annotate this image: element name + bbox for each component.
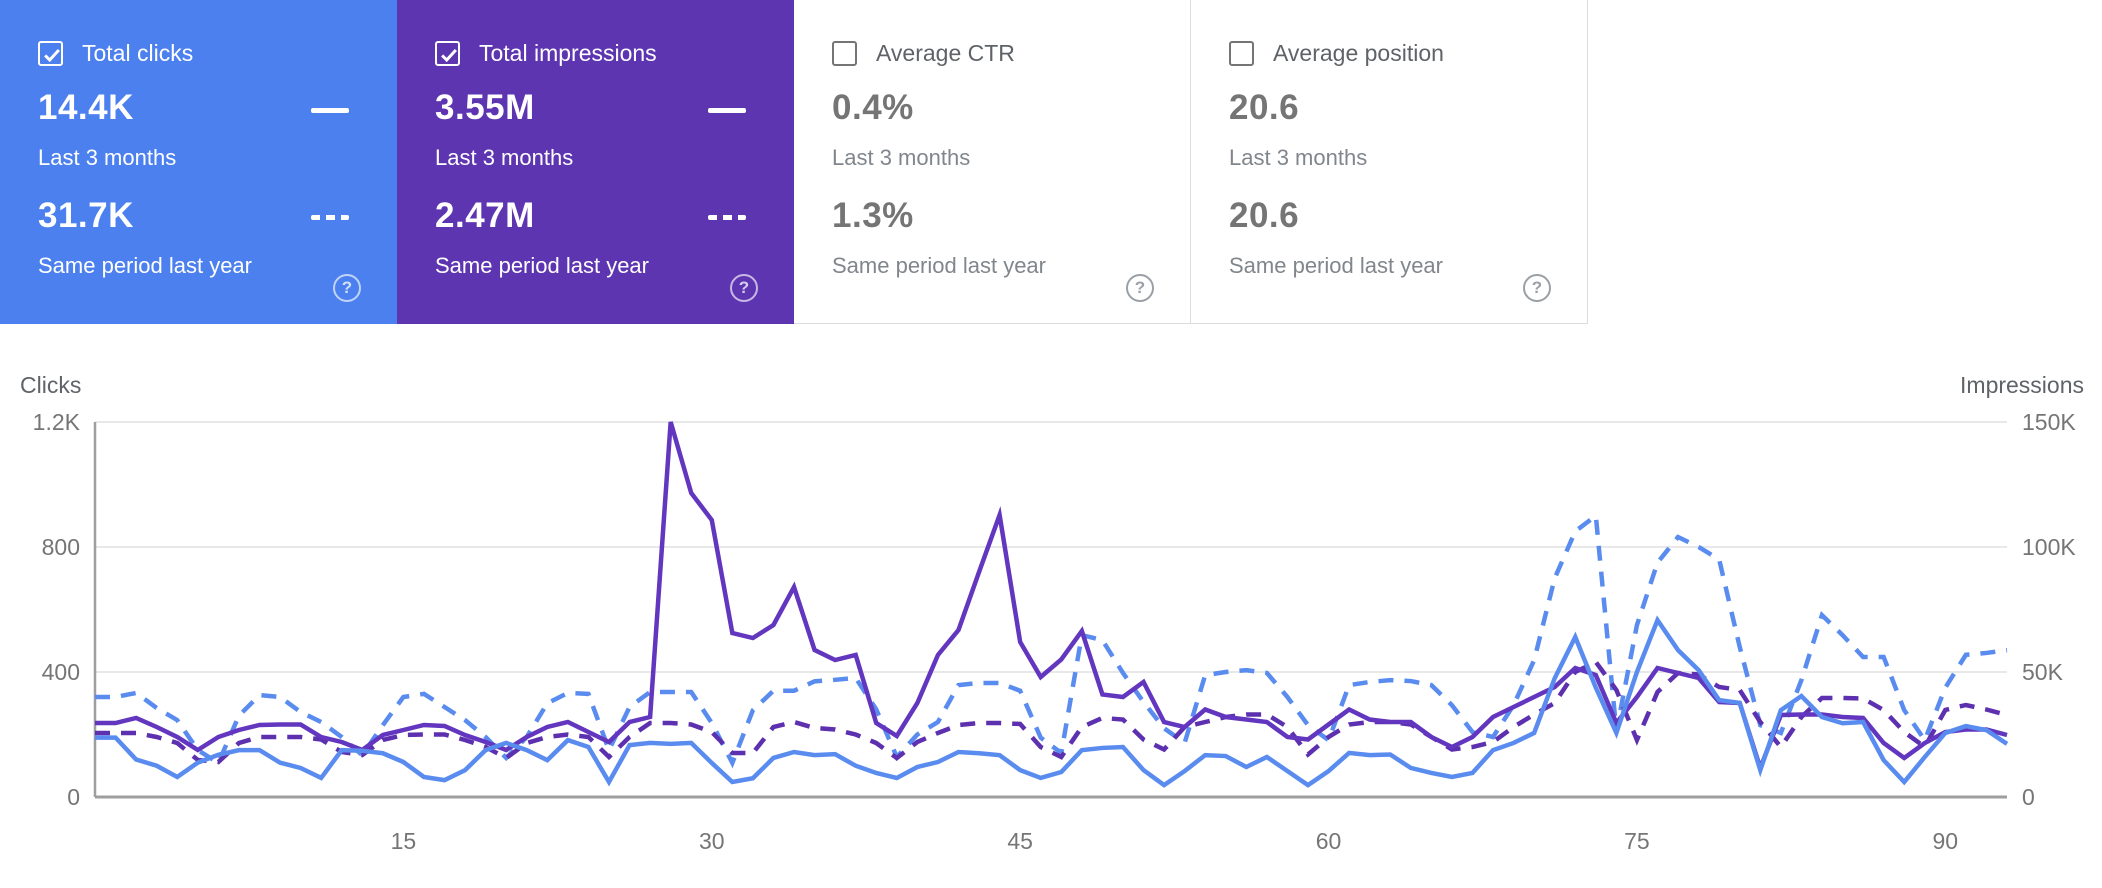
card-total-impressions[interactable]: Total impressions 3.55M Last 3 months 2.… (397, 0, 794, 324)
svg-text:45: 45 (1007, 828, 1033, 854)
metric-cards-row: Total clicks 14.4K Last 3 months 31.7K S… (0, 0, 1588, 324)
svg-text:75: 75 (1624, 828, 1650, 854)
series-solid-impressions (95, 421, 2008, 775)
period-label: Last 3 months (38, 145, 177, 170)
clicks-current-value: 14.4K (38, 88, 134, 127)
performance-line-chart: 1.2K 800 400 0 150K 100K 50K 0 15 30 45 60 75 90 (33, 409, 2077, 854)
solid-line-key (311, 108, 349, 113)
ctr-current-value: 0.4% (832, 88, 914, 127)
card-label: Total impressions (479, 40, 657, 66)
checkbox-total-clicks[interactable] (38, 41, 63, 66)
card-header: Total impressions (435, 40, 657, 67)
svg-text:15: 15 (391, 828, 417, 854)
svg-text:0: 0 (2022, 784, 2035, 810)
dashed-line-key (311, 215, 349, 220)
svg-text:1.2K: 1.2K (33, 409, 81, 435)
series-solid-clicks (95, 615, 2009, 788)
svg-text:60: 60 (1316, 828, 1342, 854)
card-header: Total clicks (38, 40, 193, 67)
period-label: Same period last year (38, 253, 252, 278)
ctr-previous-value: 1.3% (832, 196, 914, 235)
position-previous-value: 20.6 (1229, 196, 1300, 235)
series-dashed-clicks (95, 511, 2008, 769)
series-dashed-impressions (95, 659, 2008, 765)
impressions-current-value: 3.55M (435, 88, 535, 127)
help-icon[interactable]: ? (333, 274, 361, 302)
card-header: Average CTR (832, 40, 1015, 67)
period-label: Same period last year (1229, 253, 1443, 278)
right-axis-title: Impressions (1960, 372, 2084, 398)
checkbox-total-impressions[interactable] (435, 41, 460, 66)
period-label: Same period last year (832, 253, 1046, 278)
svg-text:50K: 50K (2022, 659, 2064, 685)
help-icon[interactable]: ? (1126, 274, 1154, 302)
period-label: Last 3 months (435, 145, 574, 170)
checkbox-average-position[interactable] (1229, 41, 1254, 66)
svg-text:90: 90 (1933, 828, 1959, 854)
card-total-clicks[interactable]: Total clicks 14.4K Last 3 months 31.7K S… (0, 0, 397, 324)
card-average-position[interactable]: Average position 20.6 Last 3 months 20.6… (1191, 0, 1588, 324)
svg-text:100K: 100K (2022, 534, 2076, 560)
svg-text:150K: 150K (2022, 409, 2076, 435)
position-current-value: 20.6 (1229, 88, 1300, 127)
card-label: Total clicks (82, 40, 194, 66)
card-label: Average position (1273, 40, 1444, 66)
help-icon[interactable]: ? (730, 274, 758, 302)
svg-text:30: 30 (699, 828, 725, 854)
svg-text:800: 800 (42, 534, 80, 560)
dashed-line-key (708, 215, 746, 220)
clicks-previous-value: 31.7K (38, 196, 134, 235)
period-label: Last 3 months (832, 145, 971, 170)
help-icon[interactable]: ? (1523, 274, 1551, 302)
card-average-ctr[interactable]: Average CTR 0.4% Last 3 months 1.3% Same… (794, 0, 1191, 324)
card-label: Average CTR (876, 40, 1015, 66)
checkbox-average-ctr[interactable] (832, 41, 857, 66)
solid-line-key (708, 108, 746, 113)
period-label: Last 3 months (1229, 145, 1368, 170)
impressions-previous-value: 2.47M (435, 196, 535, 235)
period-label: Same period last year (435, 253, 649, 278)
svg-text:0: 0 (67, 784, 80, 810)
card-header: Average position (1229, 40, 1444, 67)
svg-text:400: 400 (42, 659, 80, 685)
left-axis-title: Clicks (20, 372, 82, 398)
